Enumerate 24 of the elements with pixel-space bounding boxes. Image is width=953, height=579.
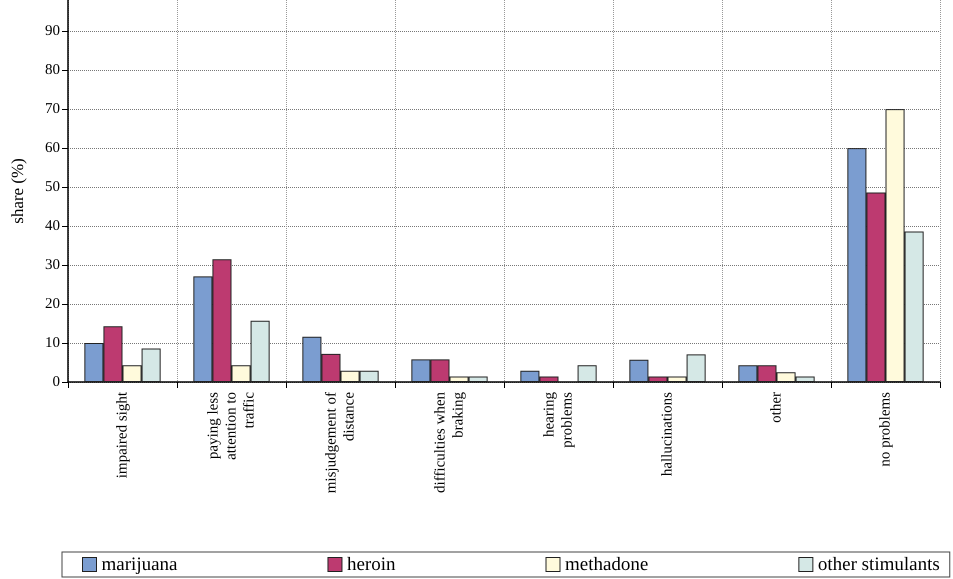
x-tick-label: hearing problems: [542, 392, 576, 448]
x-tick-label: paying less attention to traffic: [206, 392, 258, 460]
legend-label: marijuana: [102, 554, 178, 575]
x-tick-label: impaired sight: [114, 391, 130, 478]
legend-label: other stimulants: [818, 554, 940, 575]
x-tick-label: difficulties when braking: [432, 392, 466, 493]
y-tick-label: 10: [45, 335, 60, 352]
y-tick-label: 0: [52, 374, 60, 390]
x-tick-label: misjudgement of distance: [324, 392, 358, 494]
x-tick-label: other: [768, 392, 784, 423]
y-tick-label: 20: [45, 296, 60, 312]
x-tick-label: no problems: [878, 392, 894, 467]
y-tick-label: 70: [45, 101, 60, 118]
x-tick-label: hallucinations: [660, 392, 676, 476]
bar: [578, 365, 597, 382]
y-axis-title: share (%): [8, 158, 27, 224]
y-tick-label: 30: [45, 257, 60, 274]
y-tick-label: 90: [45, 23, 60, 40]
y-tick-label: 40: [45, 218, 60, 234]
y-tick-label: 60: [45, 140, 60, 156]
legend-label: methadone: [565, 554, 648, 575]
legend-label: heroin: [346, 554, 396, 575]
y-tick-label: 80: [45, 62, 60, 78]
y-tick-label: 50: [45, 179, 60, 196]
